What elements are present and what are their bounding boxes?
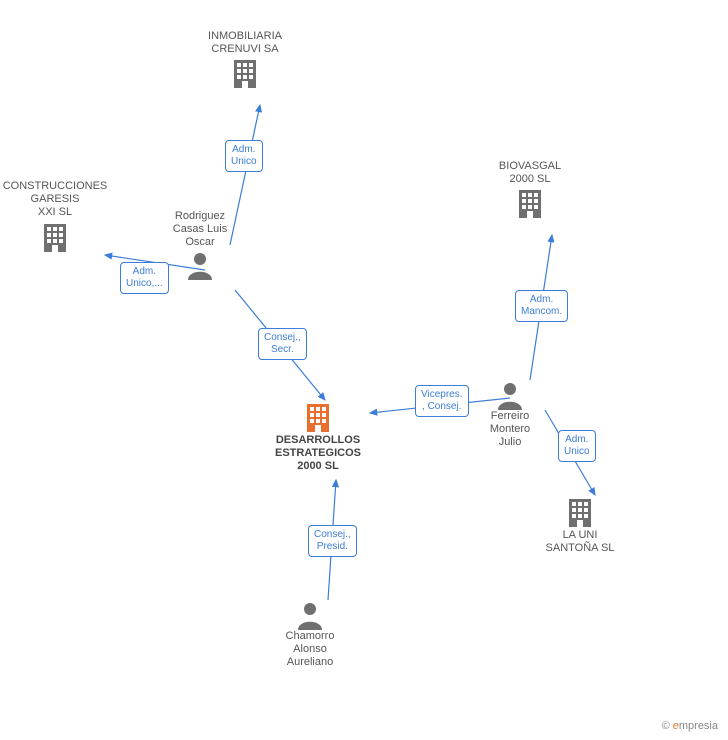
person-icon [295,600,325,630]
building-icon [301,400,335,434]
node-inmobiliaria[interactable]: INMOBILIARIACRENUVI SA [190,30,300,90]
node-ferreiro[interactable]: FerreiroMonteroJulio [455,380,565,450]
copyright-symbol: © [662,720,670,732]
building-icon [38,220,72,254]
node-label: LA UNISANTOÑA SL [525,529,635,555]
edge-label: Consej., Presid. [308,525,357,557]
building-icon [563,495,597,529]
person-icon [185,250,215,280]
building-icon [513,186,547,220]
edge-label: Vicepres. , Consej. [415,385,469,417]
edge-label: Adm. Unico,... [120,262,169,294]
edge-label: Adm. Mancom. [515,290,568,322]
node-launi[interactable]: LA UNISANTOÑA SL [525,495,635,555]
node-label: BIOVASGAL2000 SL [475,160,585,186]
node-label: ChamorroAlonsoAureliano [255,630,365,670]
node-biovasgal[interactable]: BIOVASGAL2000 SL [475,160,585,220]
node-center[interactable]: DESARROLLOSESTRATEGICOS2000 SL [263,400,373,474]
edge-label: Consej., Secr. [258,328,307,360]
edge-label: Adm. Unico [225,140,263,172]
brand-rest: mpresia [679,720,718,732]
node-label: CONSTRUCCIONESGARESISXXI SL [0,180,110,220]
node-label: FerreiroMonteroJulio [455,410,565,450]
node-label: INMOBILIARIACRENUVI SA [190,30,300,56]
person-icon [495,380,525,410]
node-construcciones[interactable]: CONSTRUCCIONESGARESISXXI SL [0,180,110,254]
credit: © empresia [662,720,718,732]
edge-label: Adm. Unico [558,430,596,462]
node-chamorro[interactable]: ChamorroAlonsoAureliano [255,600,365,670]
building-icon [228,56,262,90]
node-label: RodriguezCasas LuisOscar [145,210,255,250]
node-label: DESARROLLOSESTRATEGICOS2000 SL [263,434,373,474]
